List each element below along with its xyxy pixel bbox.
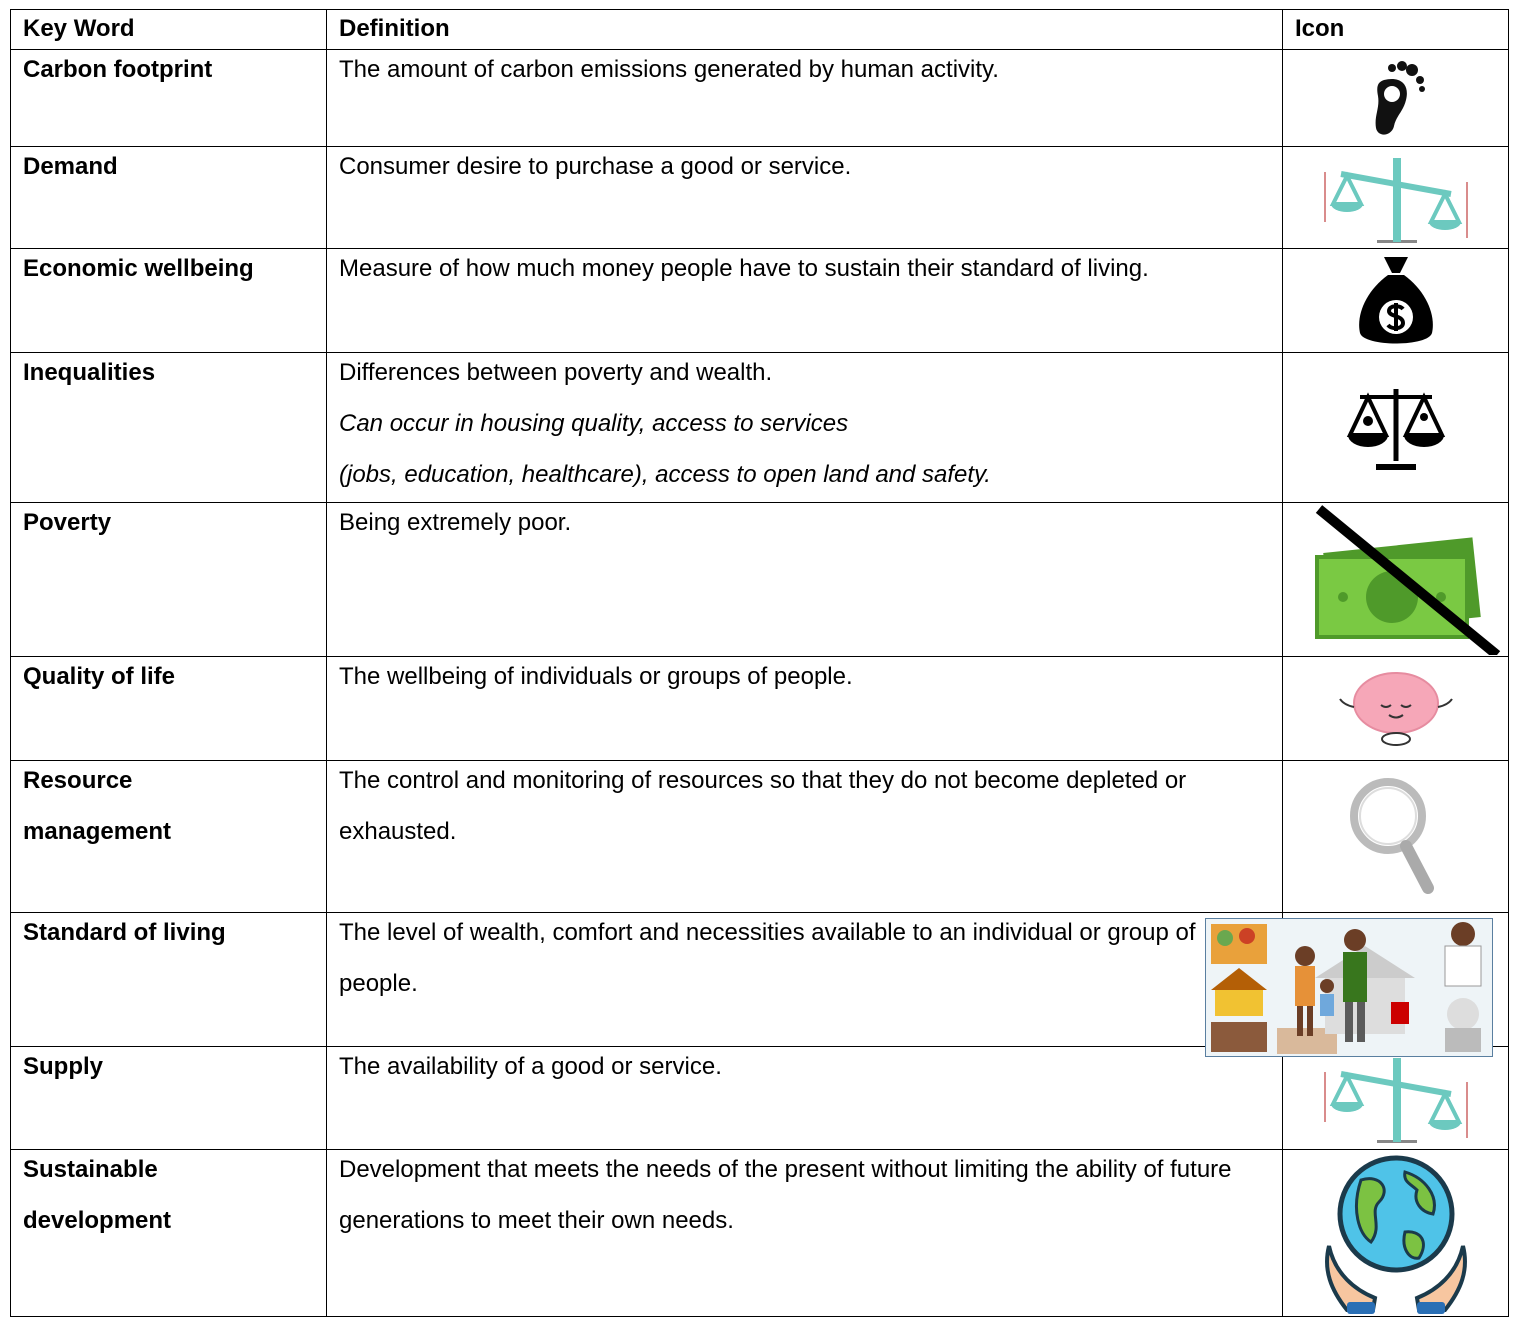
term-cell: Quality of life bbox=[10, 656, 327, 761]
definition-cell: The amount of carbon emissions generated… bbox=[326, 49, 1283, 147]
term-cell: Poverty bbox=[10, 502, 327, 657]
term-line: Demand bbox=[23, 153, 118, 180]
definition-line: Differences between poverty and wealth. bbox=[339, 359, 773, 386]
icon-cell bbox=[1282, 1149, 1509, 1317]
term-cell: Standard of living bbox=[10, 912, 327, 1047]
table-row: Sustainable development Development that m… bbox=[10, 1149, 1509, 1317]
term-text: Supply bbox=[23, 1048, 314, 1093]
definition-cell: Being extremely poor. bbox=[326, 502, 1283, 657]
header-cell: Icon bbox=[1282, 9, 1509, 50]
table-row: Carbon footprint The amount of carbon emi… bbox=[10, 49, 1509, 147]
icon-cell bbox=[1282, 352, 1509, 503]
definition-line: Measure of how much money people have to… bbox=[339, 255, 1149, 282]
table-row: Quality of life The wellbeing of individu… bbox=[10, 656, 1509, 761]
term-line: Sustainable bbox=[23, 1156, 158, 1183]
term-cell: Demand bbox=[10, 146, 327, 249]
term-line: Quality of life bbox=[23, 663, 176, 690]
definition-note: (jobs, education, healthcare), access to… bbox=[339, 461, 991, 488]
definition-cell: Measure of how much money people have to… bbox=[326, 248, 1283, 353]
definition-text: The wellbeing of individuals or groups o… bbox=[339, 658, 1270, 703]
term-cell: Resource management bbox=[10, 760, 327, 913]
definition-line: Consumer desire to purchase a good or se… bbox=[339, 153, 852, 180]
term-text: Poverty bbox=[23, 504, 314, 549]
term-text: Carbon footprint bbox=[23, 51, 314, 96]
icon-cell bbox=[1282, 146, 1509, 249]
icon-cell bbox=[1282, 248, 1509, 353]
standard-of-living-image bbox=[1205, 918, 1493, 1057]
definition-text: Differences between poverty and wealth. C… bbox=[339, 354, 1270, 501]
definition-text: Development that meets the needs of the … bbox=[339, 1151, 1270, 1247]
term-line: Supply bbox=[23, 1053, 104, 1080]
term-line: Inequalities bbox=[23, 359, 156, 386]
term-cell: Economic wellbeing bbox=[10, 248, 327, 353]
definition-text: Measure of how much money people have to… bbox=[339, 250, 1270, 295]
term-text: Demand bbox=[23, 148, 314, 193]
magnifier-icon bbox=[1349, 777, 1434, 894]
money-bag-icon bbox=[1358, 256, 1433, 343]
definition-text: Being extremely poor. bbox=[339, 504, 1270, 549]
keyword-table: Key Word Definition Icon Carbon footprin… bbox=[10, 9, 1509, 1317]
definition-cell: The wellbeing of individuals or groups o… bbox=[326, 656, 1283, 761]
definition-line: The availability of a good or service. bbox=[339, 1053, 722, 1080]
icon-cell bbox=[1282, 656, 1509, 761]
globe-hands-icon bbox=[1324, 1155, 1467, 1314]
table-row: Inequalities Differences between poverty … bbox=[10, 352, 1509, 503]
table-row: Resource management The control and monito… bbox=[10, 760, 1509, 913]
definition-text: The control and monitoring of resources … bbox=[339, 762, 1270, 858]
definition-line: The amount of carbon emissions generated… bbox=[339, 56, 999, 83]
definition-cell: The availability of a good or service. bbox=[326, 1046, 1283, 1150]
table-body: Carbon footprint The amount of carbon emi… bbox=[10, 49, 1509, 1317]
header-row: Key Word Definition Icon bbox=[10, 9, 1509, 50]
table-row: Supply The availability of a good or serv… bbox=[10, 1046, 1509, 1150]
term-line: Standard of living bbox=[23, 919, 226, 946]
supply-demand-icon bbox=[1323, 157, 1468, 243]
definition-cell: The level of wealth, comfort and necessi… bbox=[326, 912, 1283, 1047]
icon-cell bbox=[1282, 760, 1509, 913]
term-text: Resource management bbox=[23, 762, 314, 858]
term-text: Sustainable development bbox=[23, 1151, 314, 1247]
term-text: Inequalities bbox=[23, 354, 314, 399]
supply-demand-icon bbox=[1323, 1058, 1468, 1143]
definition-text: The amount of carbon emissions generated… bbox=[339, 51, 1270, 96]
table-row: Demand Consumer desire to purchase a good… bbox=[10, 146, 1509, 249]
definition-line: Development that meets the needs of the … bbox=[339, 1156, 1232, 1234]
term-cell: Supply bbox=[10, 1046, 327, 1150]
term-text: Standard of living bbox=[23, 914, 314, 959]
definition-cell: The control and monitoring of resources … bbox=[326, 760, 1283, 913]
header-cell: Definition bbox=[326, 9, 1283, 50]
term-cell: Sustainable development bbox=[10, 1149, 327, 1317]
term-line: Resource bbox=[23, 767, 133, 794]
term-line: Poverty bbox=[23, 509, 112, 536]
definition-cell: Differences between poverty and wealth. C… bbox=[326, 352, 1283, 503]
brain-icon bbox=[1338, 671, 1453, 746]
inequality-scale-icon bbox=[1346, 388, 1445, 470]
definition-cell: Development that meets the needs of the … bbox=[326, 1149, 1283, 1317]
definition-text: The availability of a good or service. bbox=[339, 1048, 1270, 1093]
definition-line: The wellbeing of individuals or groups o… bbox=[339, 663, 853, 690]
definition-note: Can occur in housing quality, access to … bbox=[339, 410, 849, 437]
term-cell: Carbon footprint bbox=[10, 49, 327, 147]
no-money-icon bbox=[1314, 504, 1500, 655]
definition-text: The level of wealth, comfort and necessi… bbox=[339, 914, 1270, 1010]
icon-cell bbox=[1282, 1046, 1509, 1150]
definition-line: The level of wealth, comfort and necessi… bbox=[339, 919, 1196, 997]
icon-cell bbox=[1282, 49, 1509, 147]
definition-text: Consumer desire to purchase a good or se… bbox=[339, 148, 1270, 193]
footprint-icon bbox=[1375, 61, 1425, 135]
header-cell: Key Word bbox=[10, 9, 327, 50]
definition-cell: Consumer desire to purchase a good or se… bbox=[326, 146, 1283, 249]
term-text: Economic wellbeing bbox=[23, 250, 314, 295]
term-line: Carbon footprint bbox=[23, 56, 213, 83]
term-line: Economic wellbeing bbox=[23, 255, 254, 282]
term-text: Quality of life bbox=[23, 658, 314, 703]
table-row: Poverty Being extremely poor. bbox=[10, 502, 1509, 657]
term-cell: Inequalities bbox=[10, 352, 327, 503]
icon-cell bbox=[1282, 502, 1509, 657]
definition-line: Being extremely poor. bbox=[339, 509, 572, 536]
term-line: management bbox=[23, 818, 172, 845]
table-row: Economic wellbeing Measure of how much mo… bbox=[10, 248, 1509, 353]
definition-line: The control and monitoring of resources … bbox=[339, 767, 1187, 845]
term-line: development bbox=[23, 1207, 172, 1234]
